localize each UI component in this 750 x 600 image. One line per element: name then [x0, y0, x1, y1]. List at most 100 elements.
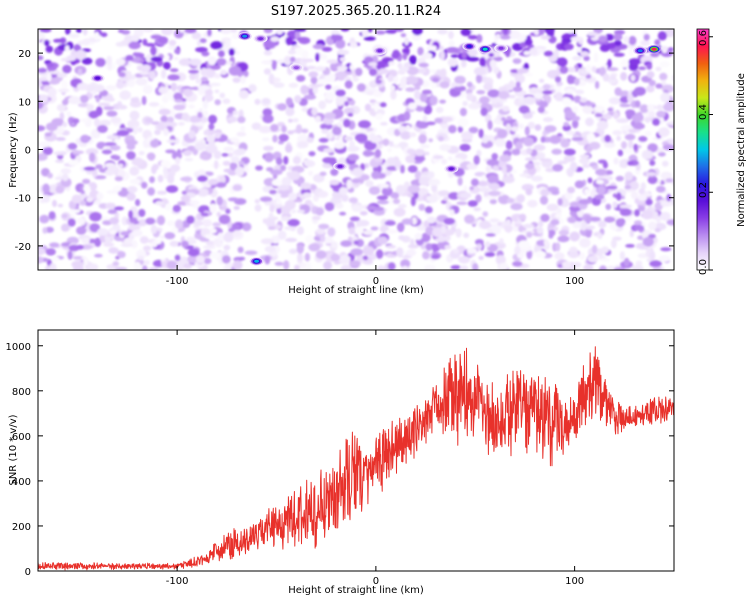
spectrogram-cell	[484, 241, 491, 248]
spectrogram-cell	[326, 59, 339, 64]
spectrogram-cell	[371, 170, 381, 180]
spectrogram-cell	[648, 221, 657, 231]
spectrogram-cell	[418, 187, 429, 197]
spectrogram-cell	[512, 86, 523, 93]
spectrogram-cell	[303, 94, 317, 100]
spectrogram-cell	[498, 91, 510, 100]
spectrogram-cell	[139, 71, 150, 76]
spectrogram-cell	[580, 51, 590, 57]
spectrogram-cell	[121, 216, 128, 226]
spectrogram-cell	[157, 36, 169, 44]
spectrogram-hotspot	[633, 46, 648, 55]
spectrogram-cell	[542, 117, 554, 123]
spectrogram-cell	[513, 227, 520, 232]
spectrogram-cell	[487, 120, 493, 130]
spectrogram-cell	[203, 257, 212, 265]
spectrogram-cell	[67, 250, 73, 260]
spectrogram-cell	[628, 139, 634, 150]
spectrogram-cell	[254, 199, 260, 204]
spectrogram-cell	[318, 137, 329, 143]
spectrogram-cell	[571, 136, 584, 142]
spectrogram-cell	[420, 144, 430, 149]
spectrogram-cell	[166, 116, 174, 123]
spectrogram-cell	[264, 152, 274, 163]
spectrogram-cell	[48, 87, 57, 97]
spectrogram-cell	[477, 180, 489, 187]
spectrogram-cell	[230, 137, 240, 143]
spectrogram-cell	[109, 229, 117, 235]
spectrogram-cell	[660, 171, 673, 180]
spectrogram-cell	[181, 190, 187, 195]
spectrogram-cell	[646, 85, 655, 93]
spectrogram-cell	[572, 119, 579, 129]
spectrogram-cell	[339, 254, 351, 265]
spectrogram-cell	[38, 79, 42, 87]
spectrogram-cell	[634, 100, 641, 108]
spectrogram-cell	[138, 209, 146, 217]
spectrogram-cell	[423, 104, 433, 115]
spectrogram-cell	[72, 256, 84, 260]
spectrogram-cell	[114, 266, 128, 270]
spectrogram-cell	[475, 239, 484, 246]
spectrogram-cell	[266, 167, 274, 172]
spectrogram-cell	[382, 138, 390, 146]
spectrogram-cell	[112, 261, 120, 267]
y-tick-label: 20	[18, 49, 31, 60]
spectrogram-cell	[567, 172, 574, 177]
spectrogram-cell	[484, 195, 498, 200]
spectrogram-cell	[666, 193, 672, 202]
spectrogram-cell	[163, 166, 168, 175]
spectrogram-cell	[655, 215, 661, 223]
spectrogram-cell	[208, 123, 215, 131]
spectrogram-cell	[405, 124, 411, 131]
spectrogram-cell	[117, 163, 124, 168]
spectrogram-cell	[147, 187, 156, 196]
spectrogram-cell	[300, 182, 312, 190]
spectrogram-cell	[435, 106, 444, 113]
spectrogram-cell	[466, 56, 480, 62]
spectrogram-cell	[373, 206, 385, 211]
spectrogram-cell	[519, 123, 524, 129]
spectrogram-cell	[312, 216, 321, 220]
spectrogram-cell	[46, 63, 55, 68]
spectrogram-cell	[97, 125, 108, 133]
spectrogram-cell	[567, 186, 576, 194]
spectrogram-cell	[558, 218, 565, 225]
spectrogram-cell	[143, 260, 150, 265]
spectrogram-cell	[83, 166, 96, 171]
spectrogram-cell	[80, 134, 90, 144]
y-tick-label: 0	[25, 567, 31, 578]
spectrogram-hotspot	[478, 45, 493, 54]
spectrogram-cell	[429, 95, 438, 106]
spectrogram-cell	[301, 58, 315, 63]
spectrogram-cell	[81, 237, 90, 244]
spectrogram-cell	[491, 153, 499, 160]
spectrogram-cell	[42, 194, 51, 203]
spectrogram-cell	[481, 134, 489, 144]
spectrogram-cell	[199, 116, 209, 123]
spectrogram-hotspot	[90, 74, 105, 83]
spectrogram-cell	[68, 96, 81, 105]
spectrogram-cell	[407, 244, 419, 249]
spectrogram-cell	[238, 160, 245, 166]
spectrogram-cell	[539, 158, 552, 162]
spectrogram-cell	[607, 107, 614, 112]
spectrogram-cell	[637, 205, 646, 212]
spectrogram-cell	[224, 262, 234, 270]
spectrogram-cell	[214, 99, 221, 106]
spectrogram-cell	[308, 170, 313, 176]
snr-panel: -100 0 100 1000 800 600 400 200 0 Height…	[6, 329, 675, 596]
spectrogram-cell	[42, 227, 48, 234]
spectrogram-cell	[619, 103, 631, 108]
spectrogram-cell	[325, 84, 332, 90]
spectrogram-cell	[89, 211, 102, 222]
hotspot-ring	[242, 34, 248, 38]
spectrogram-cell	[450, 265, 462, 270]
spectrogram-cell	[38, 247, 46, 255]
spectrogram-cell	[126, 192, 136, 201]
spectrogram-cell	[283, 226, 297, 231]
spectrogram-cell	[288, 118, 293, 123]
spectrogram-cell	[658, 255, 671, 262]
spectrogram-cell	[461, 131, 473, 140]
spectrogram-cell	[262, 137, 270, 142]
